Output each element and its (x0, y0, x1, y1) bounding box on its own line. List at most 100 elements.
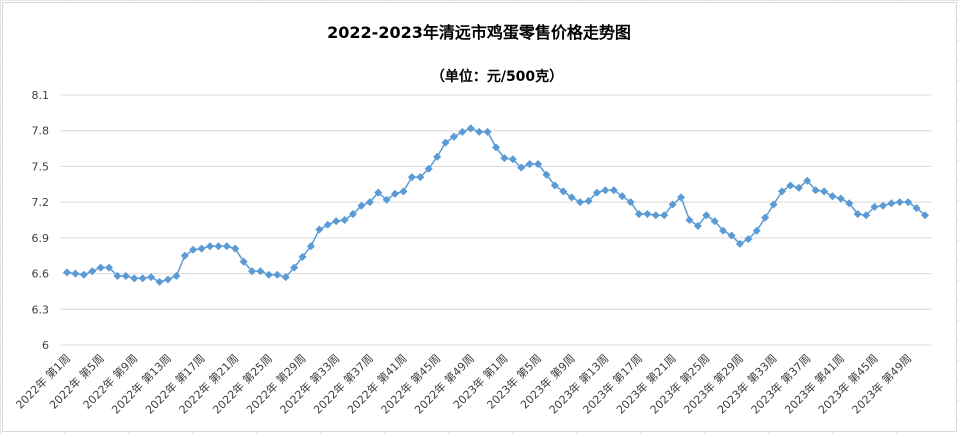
data-point (517, 163, 526, 172)
data-point (315, 225, 324, 234)
egg-price-line-chart: 2022-2023年清远市鸡蛋零售价格走势图 （单位：元/500克） 66.36… (13, 23, 931, 417)
x-tick-label: 2023年 第21周 (613, 351, 678, 416)
x-tick-label: 2023年 第25周 (647, 351, 712, 416)
data-point (643, 210, 652, 219)
data-point (491, 143, 501, 152)
data-point (155, 277, 164, 286)
x-tick-label: 2022年 第33周 (277, 351, 342, 416)
gridlines (61, 94, 931, 346)
chart-subtitle: （单位：元/500克） (431, 68, 563, 85)
data-point (534, 160, 543, 169)
data-point (550, 181, 559, 190)
data-point (79, 270, 88, 279)
data-point (407, 173, 416, 182)
data-point (256, 267, 265, 276)
x-tick-label: 2023年 第29周 (681, 351, 746, 416)
x-tick-label: 2022年 第45周 (378, 351, 443, 416)
data-point (147, 273, 156, 282)
data-point (878, 201, 887, 210)
y-tick-label: 8.1 (32, 89, 50, 102)
data-point (248, 267, 257, 276)
data-point (281, 273, 290, 282)
data-point (870, 202, 879, 211)
data-point (138, 274, 147, 283)
y-tick-label: 7.2 (32, 196, 50, 209)
data-point (777, 187, 787, 196)
data-point (761, 213, 770, 222)
y-tick-label: 6.3 (32, 303, 50, 316)
data-point (836, 194, 845, 203)
data-point (273, 270, 282, 279)
data-point (887, 199, 896, 208)
data-point (163, 275, 172, 284)
data-point (88, 267, 97, 276)
data-point (820, 187, 829, 196)
data-point (96, 263, 105, 272)
y-tick-label: 6.6 (32, 268, 50, 281)
data-point (121, 271, 130, 280)
data-point (660, 211, 669, 220)
data-point (500, 154, 509, 163)
data-point (433, 152, 442, 161)
data-point (475, 127, 484, 136)
data-point (685, 215, 694, 225)
x-tick-label: 2022年 第25周 (210, 351, 275, 416)
data-point (323, 220, 332, 229)
data-point (727, 231, 736, 240)
data-point (559, 187, 568, 196)
data-point (668, 200, 677, 209)
y-tick-label: 7.8 (32, 125, 50, 138)
data-point (601, 186, 610, 195)
data-point (382, 195, 391, 204)
data-point (105, 263, 114, 272)
x-tick-label: 2023年 第13周 (546, 351, 611, 416)
data-point (634, 210, 644, 219)
data-point (744, 235, 753, 244)
data-point (424, 164, 433, 173)
data-point (677, 193, 686, 202)
data-point (609, 186, 618, 195)
data-point (626, 198, 635, 207)
data-point (231, 244, 240, 253)
x-tick-label: 2022年 第49周 (411, 351, 476, 416)
y-tick-label: 6.9 (32, 232, 50, 245)
data-point (298, 252, 307, 261)
data-point (693, 221, 702, 230)
data-point (214, 242, 223, 251)
data-point (441, 138, 450, 147)
x-tick-label: 2022年 第17周 (142, 351, 207, 416)
data-point (189, 245, 198, 254)
data-point (449, 132, 458, 141)
x-tick-label: 2022年 第21周 (176, 351, 241, 416)
data-point (811, 186, 820, 195)
y-tick-label: 7.5 (32, 160, 50, 173)
x-tick-label: 2022年 第41周 (344, 351, 409, 416)
y-tick-label: 6 (42, 339, 49, 352)
data-point (542, 170, 551, 179)
data-point (332, 217, 341, 226)
data-point (130, 274, 139, 283)
data-point (592, 188, 601, 197)
x-tick-label: 2023年 第49周 (849, 351, 914, 416)
data-point (853, 210, 862, 219)
data-point (525, 160, 534, 169)
data-point (239, 257, 248, 266)
x-tick-label: 2022年 第13周 (109, 351, 174, 416)
data-point (306, 242, 315, 251)
data-point (618, 192, 627, 201)
data-point (576, 198, 585, 207)
data-point (416, 173, 425, 182)
y-axis-tick-labels: 6 6.3 6.6 6.9 7.2 7.5 7.8 8.1 (32, 89, 50, 352)
data-point (348, 210, 358, 219)
data-point (786, 181, 795, 190)
data-point (735, 239, 744, 248)
data-point (828, 192, 837, 201)
data-point (912, 204, 921, 213)
data-point (391, 189, 400, 198)
data-point (197, 244, 206, 253)
data-point (895, 198, 904, 207)
data-point (399, 187, 408, 196)
